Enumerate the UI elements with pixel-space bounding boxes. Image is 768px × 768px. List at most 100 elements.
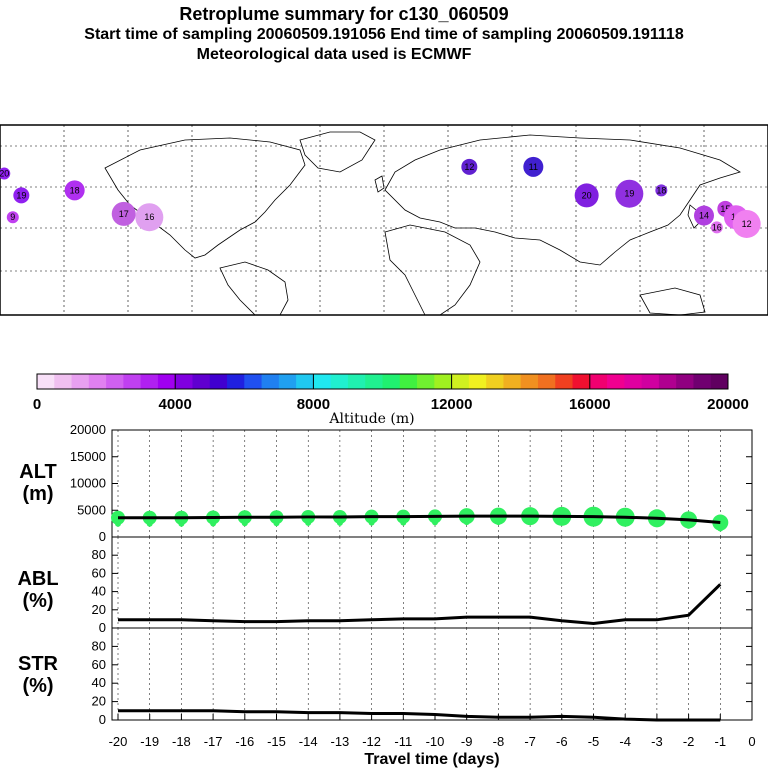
colorbar-cell [347, 374, 366, 389]
alt-y-tick-label: 5000 [77, 502, 106, 517]
altitude-point [463, 519, 470, 526]
colorbar-cell [330, 374, 349, 389]
x-tick-label: -5 [588, 734, 600, 749]
map-bubble [615, 179, 644, 208]
map-bubble [64, 180, 85, 201]
map-bubble [710, 221, 723, 234]
colorbar-cell [365, 374, 383, 389]
altitude-point [210, 520, 217, 527]
map-bubble-label: 19 [624, 189, 634, 199]
colorbar-cell [555, 374, 574, 389]
colorbar-cell [209, 374, 228, 389]
altitude-point [146, 520, 153, 527]
str-panel-label: STR [18, 653, 59, 675]
world-map: 2019181716912112019181514101216 [0, 124, 768, 316]
str-y-tick-label: 40 [92, 675, 106, 690]
map-bubble-label: 9 [10, 212, 15, 222]
colorbar-cell [468, 374, 487, 389]
colorbar-cell [140, 374, 159, 389]
colorbar-cell [382, 374, 401, 389]
altitude-point [241, 520, 248, 527]
colorbar: 0 4000 8000 12000 16000 20000 Altitude (m) [33, 373, 749, 427]
abl-y-tick-label: 0 [99, 620, 106, 635]
colorbar-tick-label: 8000 [297, 396, 330, 413]
map-bubble-label: 15 [720, 204, 730, 214]
sampling-time-line: Start time of sampling 20060509.191056 E… [84, 26, 684, 43]
x-tick-label: -13 [331, 734, 350, 749]
map-bubble [13, 187, 30, 204]
x-tick-label: -11 [394, 734, 412, 749]
map-bubble [732, 209, 761, 238]
altitude-point [685, 522, 692, 529]
map-bubble-label: 16 [144, 212, 154, 222]
altitude-point [622, 520, 629, 527]
alt-y-tick-label: 0 [99, 529, 106, 544]
map-bubble [523, 156, 544, 177]
altitude-scatter [111, 506, 729, 532]
colorbar-cell [296, 374, 314, 389]
map-bubble [6, 211, 19, 224]
alt-panel-unit: (m) [22, 483, 53, 505]
map-bubble-label: 16 [712, 222, 722, 232]
alt-series-line [118, 514, 721, 525]
x-tick-label: -12 [362, 734, 381, 749]
colorbar-cell [71, 374, 90, 389]
colorbar-cell [399, 374, 418, 389]
map-bubble [461, 158, 478, 175]
x-tick-label: -18 [172, 734, 191, 749]
str-y-tick-label: 20 [92, 694, 106, 709]
altitude-point [336, 519, 343, 526]
altitude-point [495, 519, 502, 526]
map-bubble [694, 205, 714, 226]
colorbar-cell [157, 374, 176, 389]
alt-panel-label: ALT [19, 461, 56, 483]
map-bubble-label: 18 [656, 185, 666, 195]
map-bubble [0, 167, 11, 180]
colorbar-cell [641, 374, 660, 389]
colorbar-cell [106, 374, 124, 389]
map-bubble-label: 12 [742, 219, 752, 229]
x-tick-label: -20 [109, 734, 128, 749]
colorbar-cell [313, 374, 332, 389]
x-tick-label: -9 [461, 734, 473, 749]
x-tick-label: -8 [493, 734, 505, 749]
str-panel-unit: (%) [22, 675, 53, 697]
str-y-tick-label: 0 [99, 712, 106, 727]
x-tick-label: -2 [683, 734, 695, 749]
x-tick-label: -19 [140, 734, 159, 749]
colorbar-cell [693, 374, 712, 389]
colorbar-cell [278, 374, 297, 389]
altitude-point [273, 520, 280, 527]
map-bubble-label: 14 [699, 211, 709, 221]
x-tick-label: -3 [651, 734, 663, 749]
altitude-point [305, 519, 312, 526]
str-series-line [118, 709, 721, 722]
alt-y-tick-label: 10000 [70, 476, 106, 491]
map-bubble [574, 183, 599, 208]
abl-panel-unit: (%) [22, 590, 53, 612]
colorbar-cell [658, 374, 677, 389]
altitude-point [717, 525, 724, 532]
colorbar-cell [572, 374, 591, 389]
colorbar-cell [261, 374, 280, 389]
colorbar-cell [503, 374, 522, 389]
altitude-point [653, 521, 660, 528]
x-tick-label: -6 [556, 734, 568, 749]
met-data-line: Meteorological data used is ECMWF [196, 46, 472, 63]
altitude-point [527, 519, 534, 526]
x-tick-label: -1 [715, 734, 727, 749]
map-bubble-label: 20 [582, 190, 592, 200]
map-bubble-label: 18 [70, 185, 80, 195]
map-bubble-label: 12 [464, 162, 474, 172]
x-tick-label: -17 [204, 734, 223, 749]
colorbar-cell [451, 374, 470, 389]
altitude-point [432, 519, 438, 526]
altitude-point [368, 519, 375, 526]
altitude-point [590, 519, 597, 526]
abl-y-tick-label: 40 [92, 584, 106, 599]
map-bubble [135, 203, 164, 232]
colorbar-tick-label: 16000 [569, 396, 611, 413]
colorbar-cell [123, 374, 142, 389]
map-bubble [655, 184, 668, 197]
colorbar-tick-label: 20000 [707, 396, 749, 413]
